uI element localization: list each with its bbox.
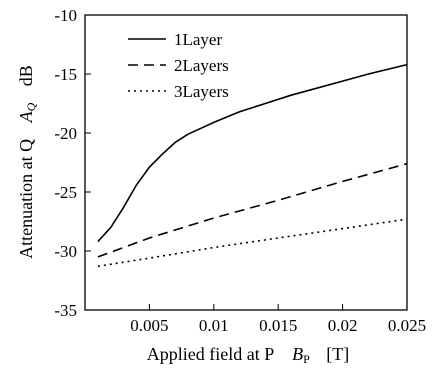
series-line-3layers (97, 218, 408, 268)
y-axis-unit: dB (16, 65, 36, 86)
y-axis-title: Attenuation at Q AQ dB (16, 65, 39, 259)
x-tick-label: 0.02 (328, 316, 358, 335)
x-tick-label: 0.005 (130, 316, 168, 335)
y-tick-label: -30 (54, 242, 77, 261)
legend: 1Layer 2Layers 3Layers (128, 30, 229, 101)
legend-label-1layer: 1Layer (174, 30, 222, 49)
y-axis-subscript: Q (24, 102, 38, 111)
series-group (97, 63, 408, 268)
x-tick-label: 0.01 (199, 316, 229, 335)
x-axis-title: Applied field at P BP [T] (147, 344, 349, 367)
y-tick-label: -15 (54, 65, 77, 84)
y-axis-label: Attenuation at Q (16, 139, 36, 259)
plot-frame (84, 14, 408, 311)
legend-label-2layers: 2Layers (174, 56, 229, 75)
legend-label-3layers: 3Layers (174, 82, 229, 101)
y-axis-symbol: A (16, 110, 36, 123)
y-tick-label: -20 (54, 124, 77, 143)
series-line-1layer (97, 63, 408, 243)
x-axis-subscript: P (303, 352, 310, 366)
x-axis-unit: [T] (326, 344, 349, 364)
x-axis-symbol: B (292, 344, 303, 364)
ticks-group: 0.005 0.01 0.015 0.02 0.025 -35 -30 -25 -20 -15 -1… (54, 6, 426, 335)
y-tick-label: -25 (54, 183, 77, 202)
series-line-2layers (97, 162, 408, 258)
y-tick-label: -35 (54, 301, 77, 320)
y-tick-label: -10 (54, 6, 77, 25)
x-axis-label: Applied field at P (147, 344, 274, 364)
x-tick-label: 0.015 (259, 316, 297, 335)
x-tick-label: 0.025 (388, 316, 426, 335)
